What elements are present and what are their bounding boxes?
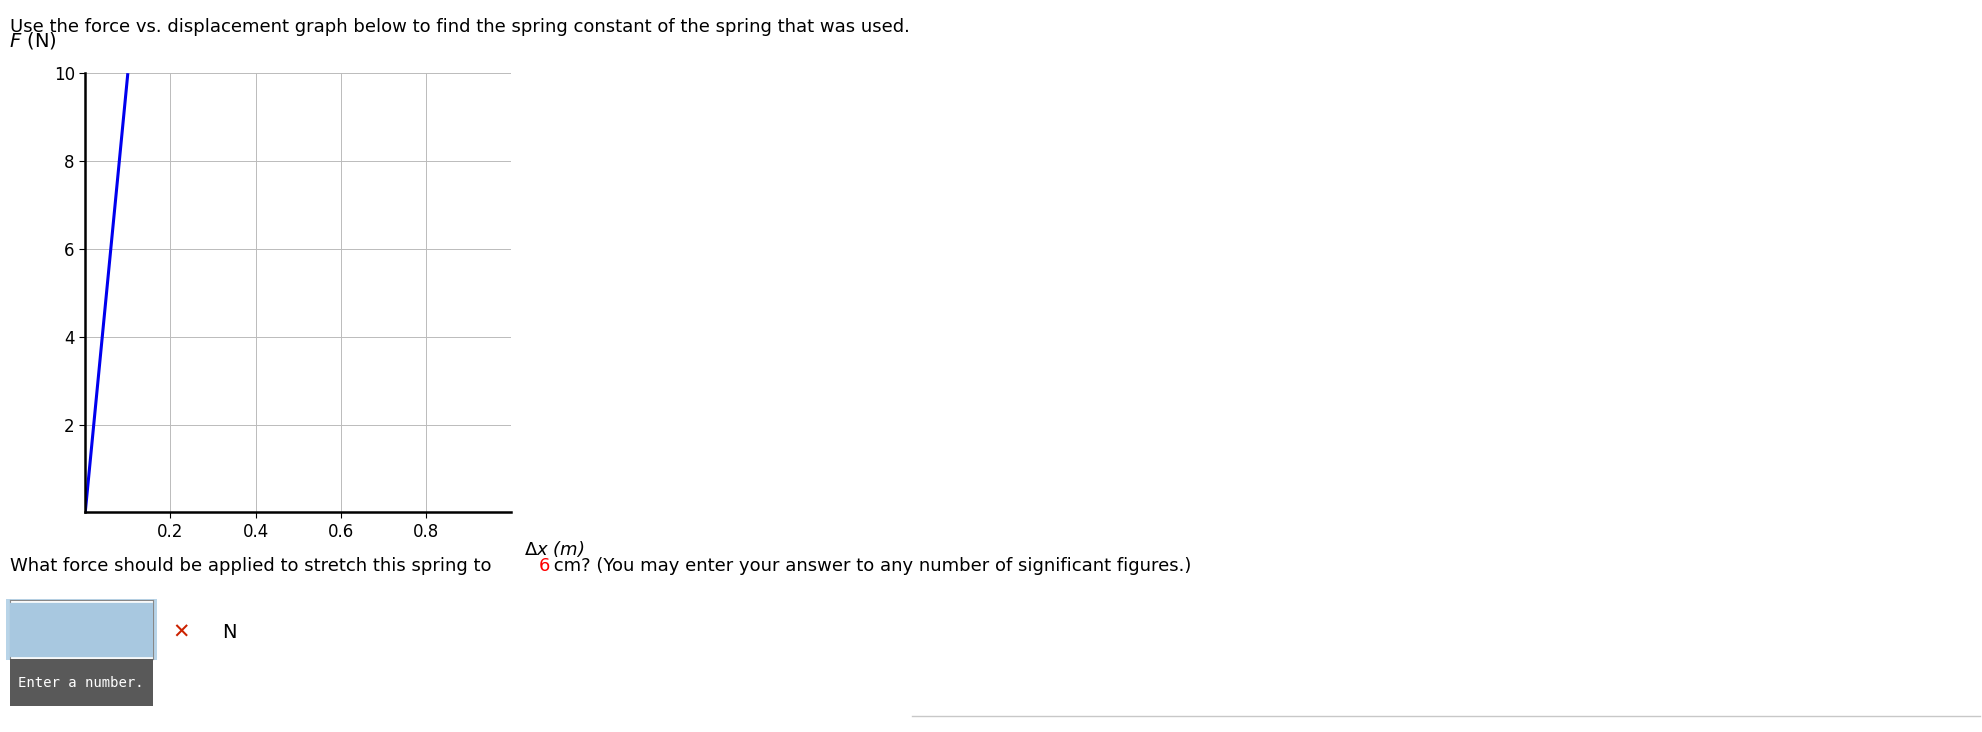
Text: Use the force vs. displacement graph below to find the spring constant of the sp: Use the force vs. displacement graph bel… — [10, 18, 910, 37]
Text: N: N — [222, 623, 236, 642]
Text: Enter a number.: Enter a number. — [18, 676, 145, 690]
Text: 6: 6 — [539, 556, 549, 575]
Text: cm? (You may enter your answer to any number of significant figures.): cm? (You may enter your answer to any nu… — [549, 556, 1191, 575]
Text: $\Delta x$ (m): $\Delta x$ (m) — [523, 539, 585, 559]
Text: What force should be applied to stretch this spring to: What force should be applied to stretch … — [10, 556, 497, 575]
Text: $\mathit{F}$ (N): $\mathit{F}$ (N) — [8, 30, 55, 51]
Text: ✕: ✕ — [172, 622, 190, 643]
